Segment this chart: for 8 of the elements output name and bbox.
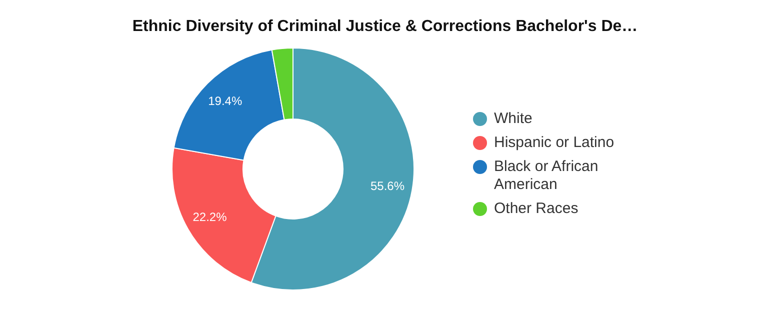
chart-title: Ethnic Diversity of Criminal Justice & Corrections Bachelor's De…	[131, 18, 639, 36]
legend-label: Hispanic or Latino	[494, 134, 614, 152]
data-label: 22.2%	[192, 210, 228, 224]
data-label: 55.6%	[370, 178, 405, 193]
legend-label: Black or African American	[494, 158, 600, 194]
legend-label: White	[494, 110, 532, 128]
legend-label: Other Races	[494, 200, 578, 218]
data-label: 19.4%	[208, 94, 242, 108]
